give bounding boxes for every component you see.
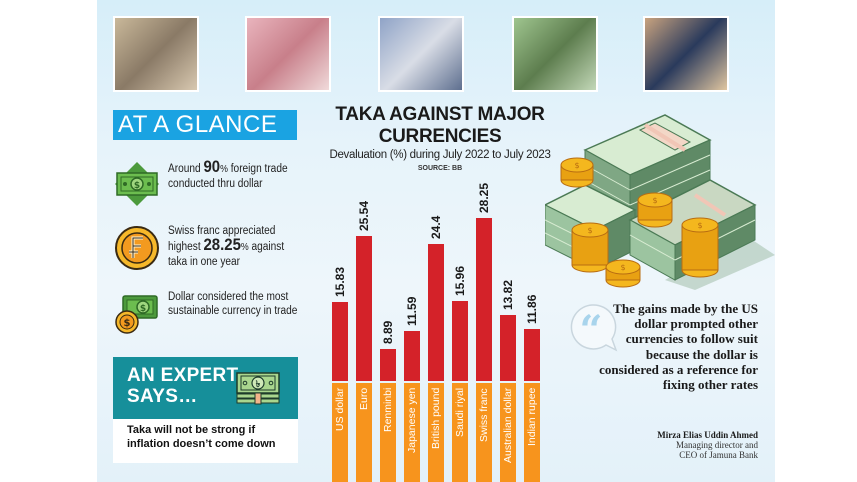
bar-value-label: 24.4 bbox=[429, 215, 443, 239]
bar-label-band bbox=[476, 383, 492, 482]
author-name: Mirza Elias Uddin Ahmed bbox=[657, 430, 758, 440]
chart-subtitle: Devaluation (%) during July 2022 to July… bbox=[329, 149, 551, 161]
bar bbox=[332, 302, 348, 381]
bar bbox=[356, 236, 372, 381]
expert-says-header: AN EXPERT SAYS… ৳ bbox=[113, 357, 298, 419]
bar-label-band bbox=[332, 383, 348, 482]
bar-category-label: Renminbi bbox=[382, 387, 394, 432]
expert-quote-text: Taka will not be strong if inflation doe… bbox=[127, 424, 276, 450]
svg-text:“: “ bbox=[579, 307, 602, 354]
chinese-yuan-notes-photo bbox=[245, 16, 331, 92]
bar-label-band bbox=[524, 383, 540, 482]
us-dollar-counter-photo bbox=[378, 16, 464, 92]
bar-value-label: 25.54 bbox=[357, 200, 371, 231]
money-stack-illustration: $ $ $ $ $ bbox=[543, 105, 775, 290]
svg-text:$: $ bbox=[124, 318, 131, 329]
author-title: Managing director and bbox=[676, 440, 758, 450]
svg-text:$: $ bbox=[587, 226, 592, 235]
japanese-yen-notes-photo bbox=[113, 16, 199, 92]
taka-bill-icon: ৳ bbox=[235, 371, 281, 410]
glance-item-swiss-franc: Swiss franc appreciated highest 28.25% a… bbox=[113, 224, 298, 272]
bar-value-label: 8.89 bbox=[381, 320, 395, 344]
bar-category-label: Swiss franc bbox=[478, 388, 490, 442]
glance-text: Dollar considered the most sustainable c… bbox=[168, 291, 298, 317]
bar-category-label: Saudi riyal bbox=[454, 387, 466, 437]
bar-label-band bbox=[404, 383, 420, 482]
chart-title: TAKA AGAINST MAJOR CURRENCIES bbox=[335, 104, 545, 147]
chart-source: SOURCE: BB bbox=[417, 165, 463, 172]
bar bbox=[476, 218, 492, 381]
svg-text:৳: ৳ bbox=[256, 380, 261, 390]
euro-notes-photo bbox=[512, 16, 598, 92]
glance-text: Around 90% foreign trade conducted thru … bbox=[168, 157, 288, 190]
at-a-glance-banner: AT A GLANCE bbox=[113, 110, 297, 140]
svg-text:$: $ bbox=[574, 161, 579, 170]
bar-value-label: 13.82 bbox=[501, 279, 515, 310]
bar-value-label: 28.25 bbox=[477, 182, 491, 213]
bar-category-label: Japanese yen bbox=[406, 387, 418, 453]
quote-author: Mirza Elias Uddin Ahmed Managing directo… bbox=[600, 430, 758, 460]
bar-label-band bbox=[428, 383, 444, 482]
svg-text:$: $ bbox=[140, 304, 146, 314]
bar-category-label: British pound bbox=[430, 387, 442, 449]
author-title: CEO of Jamuna Bank bbox=[679, 450, 758, 460]
quote-bubble-icon: “ bbox=[566, 302, 618, 354]
svg-text:$: $ bbox=[652, 196, 657, 205]
bar bbox=[524, 329, 540, 381]
expert-says-box: AN EXPERT SAYS… ৳ Taka will not be stron… bbox=[113, 357, 298, 463]
quote-text: The gains made by the US dollar prompted… bbox=[599, 301, 758, 393]
bar-category-label: Euro bbox=[358, 387, 370, 410]
bar-value-label: 15.83 bbox=[333, 266, 347, 297]
bar bbox=[452, 301, 468, 381]
bar bbox=[428, 244, 444, 381]
swiss-franc-coin-icon bbox=[113, 224, 161, 272]
glance-item-dollar-trade: $ Around 90% foreign trade conducted thr… bbox=[113, 157, 298, 208]
bar bbox=[404, 331, 420, 381]
bar-value-label: 15.96 bbox=[453, 265, 467, 296]
indian-rupee-notes-photo bbox=[643, 16, 729, 92]
bar-category-label: Indian rupee bbox=[526, 387, 538, 446]
bar bbox=[500, 315, 516, 381]
dollar-bill-icon: $ bbox=[113, 160, 161, 208]
bar-label-band bbox=[380, 383, 396, 482]
svg-text:$: $ bbox=[697, 221, 702, 230]
svg-text:$: $ bbox=[620, 263, 625, 272]
bar-category-label: Australian dollar bbox=[502, 387, 514, 463]
bar-value-label: 11.86 bbox=[525, 294, 539, 324]
bar-label-band bbox=[356, 383, 372, 482]
cash-and-coin-icon: $ $ bbox=[113, 290, 161, 338]
bar-label-band bbox=[452, 383, 468, 482]
bar-category-label: US dollar bbox=[334, 387, 346, 431]
expert-says-title: AN EXPERT SAYS… bbox=[127, 365, 239, 407]
bar-value-label: 11.59 bbox=[405, 296, 419, 326]
bar-label-band bbox=[500, 383, 516, 482]
svg-text:$: $ bbox=[134, 181, 140, 191]
glance-item-sustainable-currency: $ $ Dollar considered the most sustainab… bbox=[113, 290, 298, 338]
glance-text: Swiss franc appreciated highest 28.25% a… bbox=[168, 225, 285, 268]
bar bbox=[380, 349, 396, 381]
